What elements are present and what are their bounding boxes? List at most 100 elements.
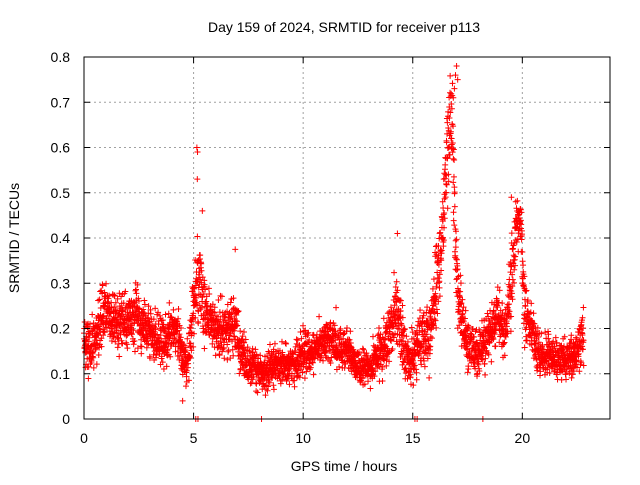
data-point xyxy=(106,309,113,316)
data-point xyxy=(457,280,464,287)
data-point xyxy=(508,194,515,201)
data-point xyxy=(220,345,227,352)
data-point xyxy=(160,365,167,372)
data-point xyxy=(452,237,459,244)
data-point xyxy=(293,340,300,347)
data-point xyxy=(150,316,157,323)
x-tick-label: 20 xyxy=(515,430,531,446)
x-axis-label: GPS time / hours xyxy=(291,458,398,474)
data-point xyxy=(218,293,225,300)
data-point xyxy=(188,318,195,325)
data-point xyxy=(133,290,140,297)
data-point xyxy=(453,267,460,274)
data-point xyxy=(520,262,527,269)
data-point xyxy=(452,244,459,251)
data-point xyxy=(449,80,456,87)
data-point xyxy=(519,249,526,256)
data-point xyxy=(230,295,237,302)
data-point xyxy=(112,299,119,306)
data-point xyxy=(140,306,147,313)
data-point xyxy=(512,253,519,260)
data-point xyxy=(552,334,559,341)
data-point xyxy=(123,341,130,348)
data-point xyxy=(182,383,189,390)
data-point xyxy=(229,346,236,353)
data-point xyxy=(155,309,162,316)
data-point xyxy=(108,304,115,311)
data-point xyxy=(563,376,570,383)
x-tick-label: 5 xyxy=(190,430,198,446)
data-point xyxy=(85,375,92,382)
data-point xyxy=(217,316,224,323)
data-point xyxy=(219,346,226,353)
data-point xyxy=(216,352,223,359)
data-point xyxy=(103,324,110,331)
data-point xyxy=(98,335,105,342)
axis-ticks: 0 0.1 0.2 0.3 0.4 0.5 0.6 0.7 0.8 0 5 10 15 20 xyxy=(51,49,610,446)
data-point xyxy=(231,333,238,340)
data-point xyxy=(114,307,121,314)
data-point xyxy=(508,230,515,237)
data-point xyxy=(199,274,206,281)
data-point xyxy=(138,343,145,350)
data-point xyxy=(214,313,221,320)
data-point xyxy=(179,397,186,404)
data-point xyxy=(159,317,166,324)
data-point xyxy=(464,369,471,376)
data-point xyxy=(147,355,154,362)
data-point xyxy=(534,367,541,374)
data-point xyxy=(453,63,460,70)
data-point xyxy=(211,309,218,316)
x-tick-label: 0 xyxy=(80,430,88,446)
data-point xyxy=(266,341,273,348)
x-tick-label: 15 xyxy=(405,430,421,446)
data-point xyxy=(136,330,143,337)
data-point xyxy=(132,287,139,294)
data-point xyxy=(85,363,92,370)
data-point xyxy=(197,252,204,259)
data-point xyxy=(239,333,246,340)
data-point xyxy=(530,310,537,317)
data-point xyxy=(465,366,472,373)
data-point xyxy=(105,300,112,307)
data-point xyxy=(450,173,457,180)
data-point xyxy=(167,353,174,360)
data-point xyxy=(110,333,117,340)
data-point xyxy=(177,334,184,341)
data-point xyxy=(86,321,93,328)
data-point xyxy=(206,291,213,298)
data-point xyxy=(199,207,206,214)
data-point xyxy=(130,327,137,334)
data-point xyxy=(441,175,448,182)
y-tick-label: 0.5 xyxy=(51,185,71,201)
data-point xyxy=(426,374,433,381)
data-point xyxy=(185,377,192,384)
data-point xyxy=(227,299,234,306)
data-point xyxy=(164,346,171,353)
data-point xyxy=(262,392,269,399)
data-point xyxy=(253,388,260,395)
data-point xyxy=(234,307,241,314)
data-point xyxy=(224,341,231,348)
data-point xyxy=(528,300,535,307)
data-point xyxy=(265,383,272,390)
data-point xyxy=(255,355,262,362)
data-point xyxy=(145,303,152,310)
data-point xyxy=(162,311,169,318)
data-point xyxy=(131,348,138,355)
data-point xyxy=(163,363,170,370)
data-point xyxy=(131,338,138,345)
data-point xyxy=(227,315,234,322)
data-point xyxy=(197,306,204,313)
data-point xyxy=(111,303,118,310)
data-point xyxy=(86,331,93,338)
data-point xyxy=(178,324,185,331)
y-tick-label: 0.1 xyxy=(51,366,71,382)
data-point xyxy=(250,373,257,380)
y-tick-label: 0 xyxy=(62,411,70,427)
data-point xyxy=(359,345,366,352)
data-point xyxy=(235,308,242,315)
data-point xyxy=(90,364,97,371)
data-point xyxy=(301,375,308,382)
data-point xyxy=(225,320,232,327)
